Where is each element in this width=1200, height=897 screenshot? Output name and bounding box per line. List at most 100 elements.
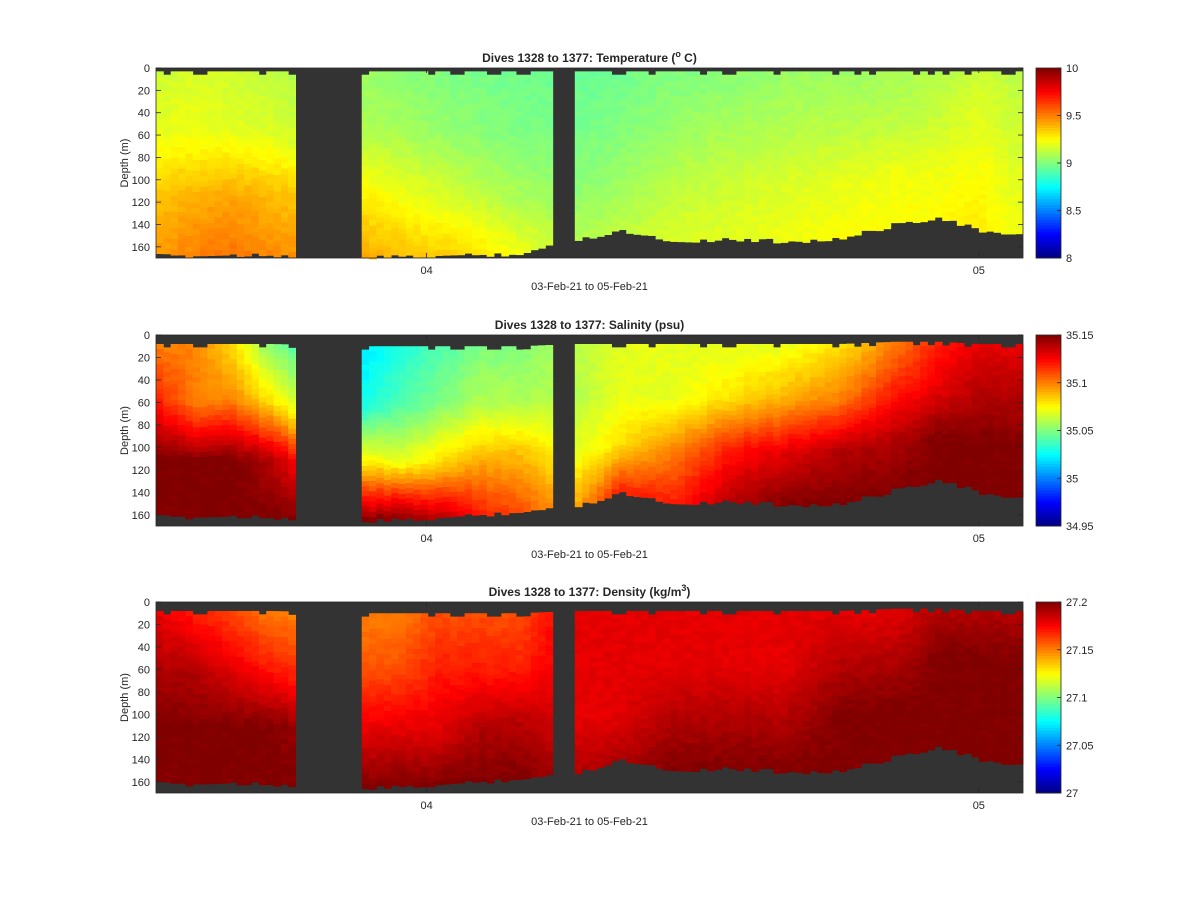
data-cell <box>222 420 230 425</box>
data-cell <box>509 71 517 77</box>
data-cell <box>376 427 384 432</box>
data-cell <box>817 131 825 136</box>
data-cell <box>171 179 179 185</box>
data-cell <box>384 252 392 258</box>
data-cell <box>288 107 296 113</box>
data-cell <box>369 132 377 138</box>
data-cell <box>259 362 267 367</box>
data-cell <box>810 131 818 136</box>
data-cell <box>479 228 487 234</box>
data-cell <box>178 136 186 142</box>
data-cell <box>935 123 943 128</box>
data-cell <box>744 184 752 189</box>
data-cell <box>428 150 436 156</box>
data-cell <box>626 129 634 134</box>
data-cell <box>193 487 201 492</box>
data-cell <box>428 85 436 91</box>
data-cell <box>935 140 943 145</box>
data-cell <box>171 174 179 180</box>
data-cell <box>487 198 495 204</box>
data-cell <box>766 155 774 160</box>
data-cell <box>207 234 215 240</box>
data-cell <box>384 449 392 455</box>
data-cell <box>656 190 664 195</box>
data-cell <box>266 410 274 416</box>
data-cell <box>384 357 392 363</box>
data-cell <box>545 235 553 241</box>
data-cell <box>376 412 384 417</box>
data-cell <box>663 141 671 146</box>
data-cell <box>891 174 899 179</box>
data-cell <box>274 483 282 489</box>
data-cell <box>215 481 223 486</box>
data-cell <box>883 178 891 183</box>
data-cell <box>950 163 958 168</box>
data-cell <box>398 356 406 362</box>
data-cell <box>163 185 171 191</box>
data-cell <box>619 139 627 144</box>
data-cell <box>597 71 605 76</box>
data-cell <box>428 465 436 470</box>
data-cell <box>207 486 215 491</box>
data-cell <box>707 212 715 217</box>
data-cell <box>465 194 473 200</box>
data-cell <box>274 391 282 397</box>
data-cell <box>163 476 171 481</box>
data-cell <box>398 196 406 202</box>
data-cell <box>766 130 774 135</box>
data-cell <box>927 79 935 84</box>
data-cell <box>200 176 208 182</box>
data-cell <box>406 115 414 121</box>
data-cell <box>781 212 789 217</box>
data-cell <box>898 116 906 121</box>
data-cell <box>927 126 935 131</box>
data-cell <box>376 356 384 361</box>
data-cell <box>935 136 943 141</box>
data-cell <box>229 227 237 233</box>
data-cell <box>163 416 171 421</box>
data-cell <box>619 170 627 175</box>
data-cell <box>861 221 869 226</box>
data-cell <box>376 382 384 387</box>
data-cell <box>788 181 796 186</box>
data-cell <box>494 75 502 81</box>
data-cell <box>259 458 267 463</box>
data-cell <box>634 215 642 220</box>
data-cell <box>215 109 223 115</box>
data-cell <box>509 93 517 99</box>
data-cell <box>575 191 583 196</box>
data-cell <box>700 89 708 94</box>
data-cell <box>869 102 877 107</box>
data-cell <box>825 151 833 156</box>
data-cell <box>391 356 399 361</box>
data-cell <box>612 217 620 222</box>
data-cell <box>391 377 399 382</box>
data-cell <box>523 237 531 243</box>
data-cell <box>817 236 825 241</box>
data-cell <box>810 91 818 96</box>
data-cell <box>766 179 774 184</box>
data-cell <box>729 230 737 235</box>
data-cell <box>905 142 913 147</box>
data-cell <box>766 91 774 96</box>
data-cell <box>244 451 252 457</box>
data-cell <box>435 93 443 99</box>
data-cell <box>670 161 678 166</box>
data-cell <box>421 121 429 127</box>
data-cell <box>869 212 877 217</box>
data-cell <box>883 132 891 137</box>
data-column <box>398 71 406 256</box>
data-cell <box>545 174 553 180</box>
data-cell <box>163 112 171 118</box>
data-cell <box>707 71 715 76</box>
data-cell <box>803 182 811 187</box>
colorbar-step <box>1036 222 1061 225</box>
data-cell <box>237 131 245 137</box>
data-cell <box>751 91 759 96</box>
data-cell <box>795 221 803 226</box>
data-cell <box>156 136 164 142</box>
data-cell <box>656 185 664 190</box>
data-cell <box>751 76 759 81</box>
data-cell <box>972 223 980 228</box>
